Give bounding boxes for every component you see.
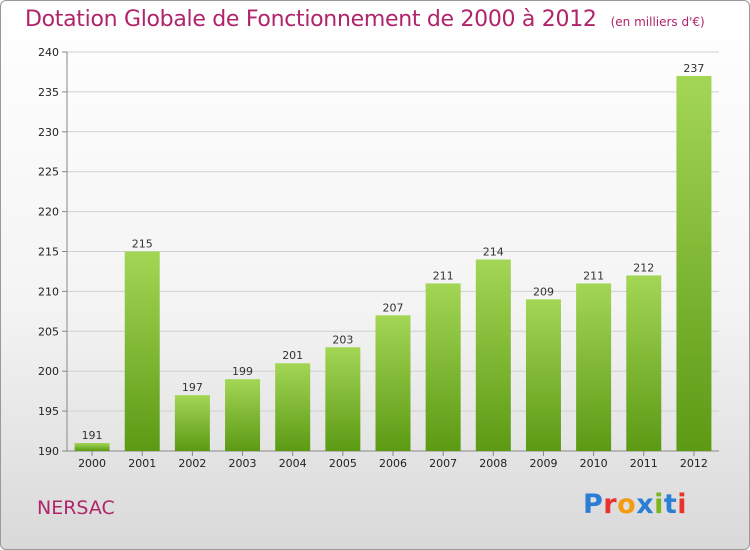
y-tick-label: 195	[38, 405, 59, 418]
x-tick-label-2002: 2002	[178, 457, 206, 470]
commune-name: NERSAC	[37, 497, 115, 519]
bar-2000	[74, 443, 110, 451]
logo-letter: x	[636, 489, 655, 520]
bar-2011	[626, 275, 662, 451]
x-tick-label-2006: 2006	[379, 457, 407, 470]
y-tick-label: 205	[38, 325, 59, 338]
data-label-2006: 207	[383, 301, 404, 314]
data-label-2001: 215	[132, 238, 153, 251]
x-tick-label-2009: 2009	[529, 457, 557, 470]
y-tick-label: 220	[38, 206, 59, 219]
data-label-2004: 201	[282, 349, 303, 362]
data-label-2007: 211	[433, 269, 454, 282]
bar-2012	[676, 75, 712, 451]
x-tick-label-2001: 2001	[128, 457, 156, 470]
x-tick-label-2005: 2005	[329, 457, 357, 470]
unit-label: (en milliers d'€)	[610, 15, 705, 29]
y-tick-label: 230	[38, 126, 59, 139]
bar-2007	[425, 283, 461, 451]
logo-letter: t	[663, 489, 678, 520]
x-tick-label-2004: 2004	[279, 457, 307, 470]
data-label-2008: 214	[483, 245, 504, 258]
title-text: Dotation Globale de Fonctionnement de 20…	[25, 7, 597, 32]
bar-2010	[576, 283, 612, 451]
proxiti-logo[interactable]: Proxiti	[583, 489, 687, 520]
y-tick-label: 215	[38, 246, 59, 259]
chart-title: Dotation Globale de Fonctionnement de 20…	[25, 7, 705, 32]
y-tick-label: 225	[38, 166, 59, 179]
logo-letter: r	[603, 489, 618, 520]
logo-letter: P	[583, 489, 604, 520]
bar-2008	[475, 259, 511, 451]
data-label-2002: 197	[182, 381, 203, 394]
bar-2005	[325, 347, 361, 451]
y-tick-label: 240	[38, 46, 59, 59]
logo-letter: o	[617, 489, 637, 520]
y-tick-label: 190	[38, 445, 59, 458]
bar-2001	[124, 251, 160, 451]
data-label-2000: 191	[82, 429, 103, 442]
data-labels: 191 215 197 199 201 203 207 211 214 209 211 212 237	[82, 62, 705, 442]
y-tick-label: 210	[38, 285, 59, 298]
bar-2009	[525, 299, 561, 451]
x-tick-label-2012: 2012	[680, 457, 708, 470]
logo-letter: i	[654, 489, 664, 520]
data-label-2012: 237	[683, 62, 704, 75]
bar-2004	[275, 363, 311, 451]
x-tick-label-2011: 2011	[630, 457, 658, 470]
data-label-2009: 209	[533, 285, 554, 298]
x-tick-label-2000: 2000	[78, 457, 106, 470]
bars	[74, 75, 712, 451]
x-tick-label-2008: 2008	[479, 457, 507, 470]
x-tick-label-2010: 2010	[580, 457, 608, 470]
data-label-2005: 203	[332, 333, 353, 346]
x-tick-label-2007: 2007	[429, 457, 457, 470]
y-tick-label: 235	[38, 86, 59, 99]
data-label-2003: 199	[232, 365, 253, 378]
data-label-2011: 212	[633, 261, 654, 274]
logo-letter: i	[677, 489, 688, 520]
y-tick-label: 200	[38, 365, 59, 378]
data-label-2010: 211	[583, 269, 604, 282]
bar-2006	[375, 315, 411, 451]
bar-2002	[174, 395, 210, 451]
x-axis: 2000 2001 2002 2003 2004 2005 2006 2007 2008 2009…	[78, 451, 708, 470]
x-tick-label-2003: 2003	[229, 457, 257, 470]
bar-2003	[225, 379, 261, 451]
